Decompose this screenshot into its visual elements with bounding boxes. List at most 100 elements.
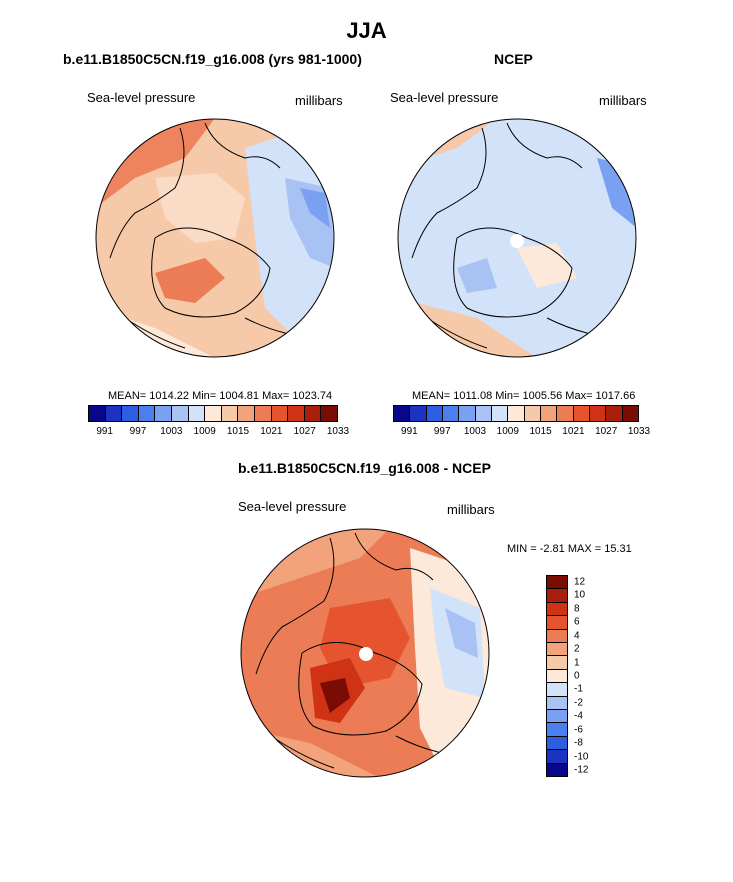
obs-colorbar-cell — [606, 406, 623, 421]
obs-low-core-siberia — [457, 258, 497, 293]
obs-panel-heading: NCEP — [494, 51, 533, 67]
obs-map-border — [397, 118, 637, 358]
model-colorbar-tick-label: 991 — [96, 426, 113, 437]
obs-colorbar — [393, 405, 639, 422]
obs-colorbar-cell — [426, 406, 443, 421]
model-colorbar-cell — [221, 406, 239, 421]
diff-colorbar-tick-label: -6 — [574, 724, 583, 736]
model-colorbar-cell — [89, 406, 106, 421]
model-colorbar-cell — [288, 406, 305, 421]
diff-colorbar-tick-label: 1 — [574, 657, 580, 669]
model-colorbar-cell — [271, 406, 289, 421]
diff-colorbar-cell — [547, 576, 567, 590]
diff-colorbar-cell — [547, 723, 567, 737]
model-arctic-region — [155, 173, 245, 243]
diff-colorbar-cell — [547, 616, 567, 630]
model-colorbar-tick-label: 1027 — [293, 426, 316, 437]
obs-colorbar-tick-label: 991 — [401, 426, 418, 437]
model-units-label: millibars — [295, 93, 343, 108]
diff-colorbar-tick-label: -2 — [574, 697, 583, 709]
diff-colorbar-cell — [547, 750, 567, 764]
model-colorbar-cell — [105, 406, 123, 421]
diff-polar-map — [240, 528, 490, 778]
diff-pole-marker — [359, 647, 373, 661]
diff-min-max: MIN = -2.81 MAX = 15.31 — [507, 543, 632, 555]
obs-colorbar-cell — [622, 406, 638, 421]
obs-colorbar-tick-label: 1003 — [463, 426, 487, 437]
obs-moderate-region — [517, 243, 577, 288]
obs-colorbar-tick-label: 1021 — [562, 426, 585, 437]
obs-colorbar-cell — [475, 406, 492, 421]
diff-field-label: Sea-level pressure — [238, 499, 347, 514]
model-colorbar-cell — [304, 406, 322, 421]
model-map-border — [95, 118, 335, 358]
model-polar-map — [95, 118, 335, 358]
obs-colorbar-tick-label: 1015 — [529, 426, 552, 437]
model-colorbar-cell — [155, 406, 172, 421]
diff-colorbar-cell — [547, 763, 567, 777]
obs-colorbar-cell — [459, 406, 476, 421]
diff-colorbar-tick-label: -4 — [574, 710, 583, 722]
model-colorbar-tick-label: 1021 — [260, 426, 283, 437]
obs-colorbar-cell — [589, 406, 607, 421]
obs-colorbar-tick-label: 1027 — [595, 426, 618, 437]
diff-colorbar-tick-label: 0 — [574, 670, 580, 682]
diff-map-border — [240, 528, 490, 778]
model-colorbar-tick-label: 1033 — [326, 426, 350, 437]
diff-colorbar-cell — [547, 643, 567, 657]
diff-colorbar-ticks: 12 10 8 6 4 2 1 0 -1 -2 -4 -6 -8 -10 -12 — [574, 575, 604, 777]
obs-colorbar-cell — [557, 406, 574, 421]
model-lowest-core — [300, 188, 330, 228]
obs-polar-map — [397, 118, 637, 358]
diff-panel-heading: b.e11.B1850C5CN.f19_g16.008 - NCEP — [238, 460, 491, 476]
obs-colorbar-tick-label: 1033 — [627, 426, 651, 437]
diff-colorbar-cell — [547, 629, 567, 644]
obs-colorbar-cell — [524, 406, 541, 421]
model-colorbar-cell — [122, 406, 139, 421]
obs-units-label: millibars — [599, 93, 647, 108]
diff-colorbar-cell — [547, 683, 567, 697]
diff-colorbar-tick-label: -1 — [574, 683, 583, 695]
diff-colorbar — [546, 575, 568, 777]
obs-stats: MEAN= 1011.08 Min= 1005.56 Max= 1017.66 — [412, 390, 636, 402]
diff-colorbar-tick-label: -12 — [574, 764, 589, 776]
model-panel-heading: b.e11.B1850C5CN.f19_g16.008 (yrs 981-100… — [63, 51, 362, 67]
model-low-region-east — [245, 128, 334, 338]
diff-colorbar-tick-label: -8 — [574, 737, 583, 749]
obs-colorbar-cell — [410, 406, 427, 421]
diff-max-core — [320, 678, 350, 713]
model-colorbar-tick-label: 1003 — [160, 426, 183, 437]
obs-colorbar-cell — [508, 406, 525, 421]
model-colorbar-tick-label: 997 — [129, 426, 147, 437]
model-stats: MEAN= 1014.22 Min= 1004.81 Max= 1023.74 — [108, 390, 333, 402]
model-colorbar — [88, 405, 338, 422]
model-colorbar-cell — [238, 406, 255, 421]
diff-colorbar-cell — [547, 696, 567, 711]
diff-colorbar-tick-label: -10 — [574, 751, 589, 763]
model-high-core-siberia — [155, 258, 225, 303]
obs-colorbar-tick-label: 997 — [433, 426, 451, 437]
diff-colorbar-cell — [547, 669, 567, 684]
diff-colorbar-cell — [547, 656, 567, 670]
diff-colorbar-tick-label: 4 — [574, 630, 580, 642]
model-colorbar-cell — [188, 406, 206, 421]
diff-colorbar-tick-label: 6 — [574, 616, 580, 628]
obs-colorbar-cell — [573, 406, 590, 421]
obs-coastlines — [411, 122, 591, 357]
diff-colorbar-tick-label: 10 — [574, 589, 586, 601]
model-colorbar-cell — [321, 406, 337, 421]
model-colorbar-cell — [138, 406, 156, 421]
diff-colorbar-cell — [547, 589, 567, 603]
model-colorbar-cell — [254, 406, 272, 421]
obs-colorbar-cell — [491, 406, 509, 421]
model-colorbar-cell — [205, 406, 222, 421]
model-colorbar-cell — [171, 406, 189, 421]
model-colorbar-tick-label: 1015 — [226, 426, 250, 437]
diff-colorbar-tick-label: 2 — [574, 643, 580, 655]
obs-colorbar-cell — [442, 406, 460, 421]
diff-colorbar-tick-label: 8 — [574, 603, 580, 615]
model-colorbar-tick-label: 1009 — [193, 426, 216, 437]
model-colorbar-ticks: 991 997 1003 1009 1015 1021 1027 1033 — [88, 426, 349, 438]
model-field-label: Sea-level pressure — [87, 90, 196, 105]
obs-pole-marker — [510, 234, 524, 248]
